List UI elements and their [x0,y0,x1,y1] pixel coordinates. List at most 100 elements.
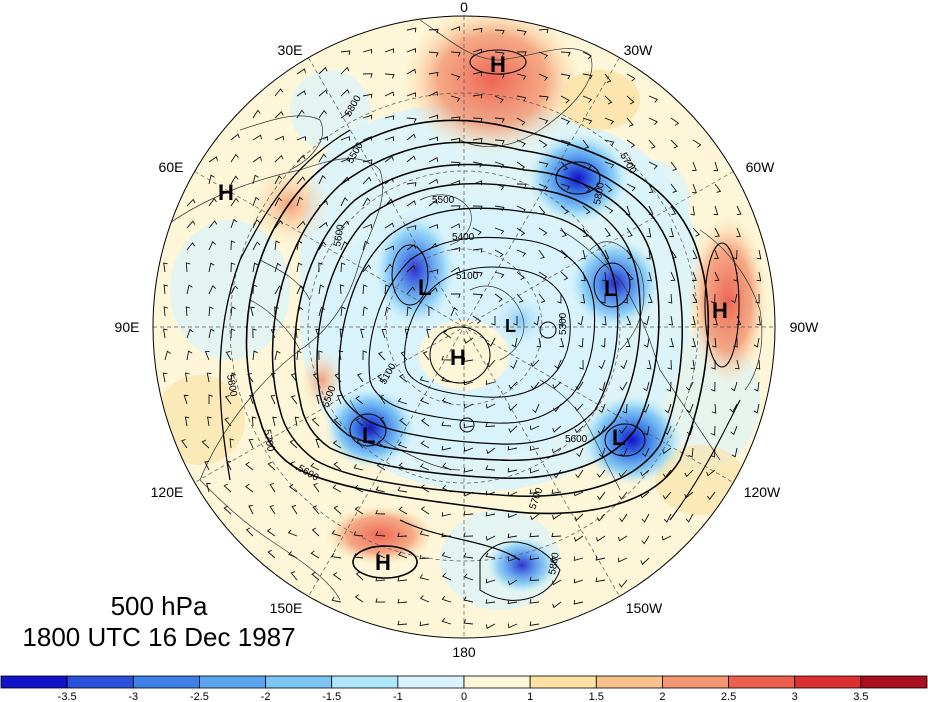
wind-barb [208,285,217,295]
wind-barb [185,306,191,317]
wind-barb [406,48,417,53]
wind-barb [485,535,496,541]
wind-barb [296,240,303,251]
wind-barb [274,88,284,97]
wind-barb [208,306,214,317]
wind-barb [618,491,628,500]
wind-barb [353,553,364,559]
wind-barb [485,511,496,517]
wind-barb [530,513,540,521]
wind-barb [648,95,659,103]
wind-barb [249,395,254,405]
contour-label: 5600 [565,434,588,445]
wind-barb [530,381,540,390]
wind-barb [595,577,606,583]
wind-barb [310,462,320,471]
wind-barb [186,220,196,229]
wind-barb [667,359,672,370]
wind-barb [463,403,474,409]
wind-barb [274,175,283,185]
colorbar-segment [860,675,928,689]
wind-barb [560,249,569,259]
wind-barb [245,461,254,471]
wind-barb [692,161,697,171]
wind-barb [208,174,215,185]
wind-barb [428,223,439,229]
wind-barb [730,425,738,436]
wind-barb [463,573,474,581]
wind-barb [354,484,364,493]
wind-barb [311,527,320,537]
wind-barb [428,269,439,274]
wind-barb [406,182,417,187]
wind-barb [223,505,232,515]
colorbar-segment [463,675,531,689]
wind-barb [250,306,255,317]
wind-barb [230,328,236,339]
wind-barb [472,315,482,324]
wind-barb [208,262,215,273]
wind-barb [340,157,351,163]
wind-barb [711,403,717,414]
wind-barb [692,227,700,237]
wind-barb [267,439,276,449]
wind-barb [252,350,258,361]
wind-barb [581,249,586,260]
wind-barb [362,350,368,361]
wind-barb [711,359,716,370]
wind-barb [713,315,718,326]
wind-barb [381,329,386,339]
wind-barb [582,51,592,60]
wind-barb [507,491,518,497]
wind-barb [397,486,408,493]
wind-barb [340,66,350,75]
wind-barb [626,315,632,326]
wind-barb [340,135,351,141]
wind-barb [494,117,505,123]
colorbar-tick-label: 1 [527,691,533,702]
wind-barb [355,417,364,427]
wind-barb [494,205,505,212]
wind-barb [472,48,483,54]
wind-barb [730,381,738,392]
wind-barb [428,306,433,317]
wind-barb [406,286,416,295]
wind-barb [252,109,261,119]
wind-barb [516,29,527,36]
wind-barb [362,135,373,141]
wind-barb [706,469,716,477]
wind-barb [507,467,518,473]
wind-barb [186,242,196,251]
wind-barb [574,513,584,521]
wind-barb [183,394,189,405]
wind-barb [428,114,439,120]
wind-barb [422,351,430,361]
wind-barb [267,461,276,471]
wind-barb [604,73,612,83]
wind-barb [516,205,526,214]
wind-barb [735,359,740,370]
wind-barb [640,491,650,499]
wind-barb [354,594,364,603]
wind-barb [670,139,679,149]
wind-barb [538,249,545,259]
wind-barb [648,117,658,126]
wind-barb [267,549,276,559]
wind-barb [315,439,320,449]
wind-barb [296,285,305,295]
wind-barb [472,293,483,299]
wind-barb [426,328,431,339]
wind-barb [688,447,694,458]
wind-barb [599,381,606,392]
colorbar-segment [595,675,663,689]
colorbar-tick-label: -2.5 [190,691,209,702]
wind-barb [670,249,677,259]
wind-barb [406,225,417,230]
wind-barb [560,95,570,104]
wind-barb [376,550,386,559]
wind-barb [406,27,417,33]
wind-barb [755,359,761,370]
wind-barb [270,394,276,405]
wind-barb [331,552,342,559]
